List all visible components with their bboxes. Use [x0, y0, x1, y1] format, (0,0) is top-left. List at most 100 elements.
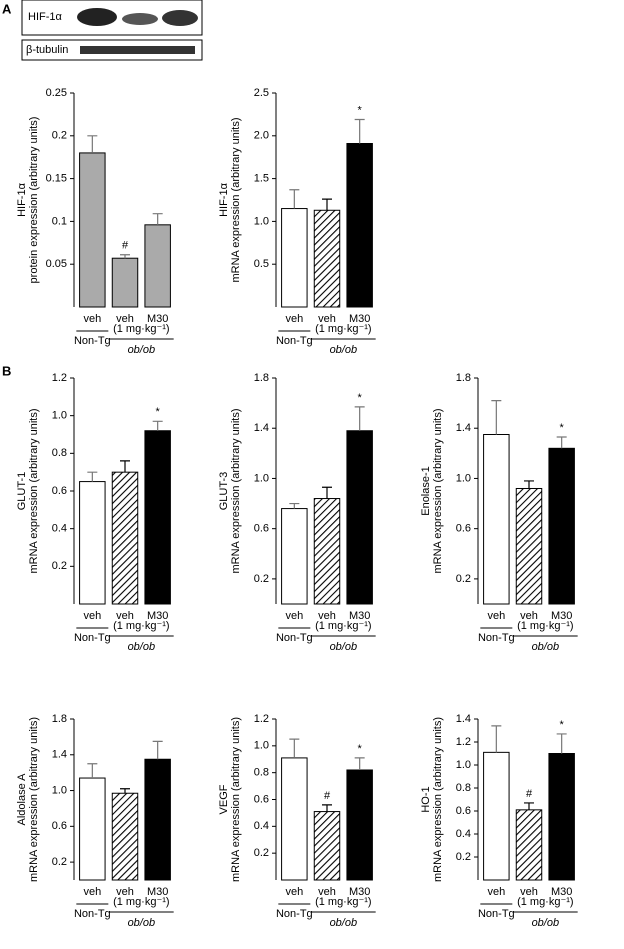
dose-label: (1 mg·kg⁻¹): [113, 620, 170, 632]
group-label: Non-Tg: [74, 908, 111, 920]
y-tick-label: 0.5: [254, 258, 269, 270]
y-tick-label: 1.0: [456, 759, 471, 771]
y-tick-label: 1.4: [456, 422, 471, 434]
y-tick-label: 0.8: [456, 782, 471, 794]
dose-label: (1 mg·kg⁻¹): [113, 896, 170, 908]
error-bar: [556, 436, 567, 449]
group-label: Non-Tg: [74, 335, 111, 347]
bar: [515, 809, 543, 881]
significance-marker: #: [122, 240, 129, 252]
group-label: ob/ob: [128, 641, 156, 653]
bar: [483, 434, 510, 605]
y-tick-label: 1.0: [254, 215, 269, 227]
x-tick-label: M30: [147, 886, 168, 898]
bar: [144, 430, 171, 605]
x-tick-label: M30: [147, 610, 168, 622]
y-tick-label: 0.15: [46, 173, 67, 185]
error-bar: [491, 725, 502, 753]
significance-marker: *: [358, 743, 363, 755]
y-tick-label: 0.6: [254, 523, 269, 535]
y-axis-title: mRNA expression (arbitrary units): [432, 717, 444, 882]
error-bar: [491, 400, 502, 435]
group-label: ob/ob: [128, 917, 156, 929]
y-axis-title: GLUT-3: [218, 472, 230, 511]
dose-label: (1 mg·kg⁻¹): [315, 620, 372, 632]
y-axis-title: HIF-1α: [16, 182, 28, 217]
significance-marker: #: [526, 788, 533, 800]
y-axis-title: GLUT-1: [16, 472, 28, 511]
significance-marker: *: [358, 104, 363, 116]
bar: [548, 753, 575, 881]
error-bar: [87, 763, 98, 779]
dose-label: (1 mg·kg⁻¹): [517, 620, 574, 632]
significance-marker: *: [560, 719, 565, 731]
x-tick-label: veh: [83, 886, 101, 898]
y-tick-label: 1.4: [456, 713, 471, 725]
significance-marker: *: [156, 406, 161, 418]
error-bar: [556, 733, 567, 754]
error-bar: [322, 804, 332, 812]
significance-marker: *: [560, 422, 565, 434]
bar: [79, 481, 106, 605]
y-axis-title: HO-1: [420, 786, 432, 812]
y-tick-label: 0.2: [52, 130, 67, 142]
x-tick-label: veh: [285, 313, 303, 325]
bar: [515, 487, 543, 605]
y-tick-label: 1.5: [254, 173, 269, 185]
error-bar: [152, 213, 163, 225]
x-tick-label: veh: [83, 610, 101, 622]
blot-label: HIF-1α: [28, 11, 63, 23]
y-tick-label: 0.6: [456, 805, 471, 817]
group-label: Non-Tg: [276, 335, 313, 347]
x-tick-label: veh: [116, 610, 134, 622]
y-axis-title: mRNA expression (arbitrary units): [230, 408, 242, 573]
y-axis-title: Aldolase A: [16, 773, 28, 826]
y-tick-label: 2.5: [254, 87, 269, 99]
bar: [346, 143, 373, 308]
group-label: ob/ob: [330, 344, 358, 356]
error-bar: [354, 118, 365, 144]
y-tick-label: 0.4: [254, 820, 269, 832]
error-bar: [152, 420, 163, 431]
y-axis-title: HIF-1α: [218, 182, 230, 217]
significance-marker: #: [324, 790, 331, 802]
error-bar: [289, 738, 300, 758]
x-tick-label: veh: [318, 313, 336, 325]
y-tick-label: 1.0: [52, 410, 67, 422]
x-tick-label: veh: [116, 313, 134, 325]
error-bar: [87, 135, 98, 153]
x-tick-label: veh: [285, 610, 303, 622]
group-label: Non-Tg: [74, 632, 111, 644]
y-tick-label: 0.2: [52, 560, 67, 572]
y-tick-label: 1.8: [254, 372, 269, 384]
error-bar: [289, 502, 300, 509]
error-bar: [87, 471, 98, 482]
bar: [281, 508, 308, 605]
x-tick-label: veh: [520, 610, 538, 622]
group-label: ob/ob: [330, 641, 358, 653]
blot-label: β-tubulin: [26, 44, 68, 56]
error-bar: [120, 254, 130, 259]
bar: [281, 757, 308, 881]
blot-band: [80, 46, 195, 54]
y-tick-label: 1.8: [456, 372, 471, 384]
bar: [144, 224, 171, 308]
y-tick-label: 0.6: [52, 485, 67, 497]
x-tick-label: veh: [520, 886, 538, 898]
dose-label: (1 mg·kg⁻¹): [517, 896, 574, 908]
x-tick-label: veh: [318, 886, 336, 898]
error-bar: [524, 802, 534, 810]
blot-band: [122, 13, 158, 25]
bar: [313, 811, 341, 881]
y-tick-label: 1.8: [52, 713, 67, 725]
bar: [79, 777, 106, 881]
group-label: ob/ob: [330, 917, 358, 929]
error-bar: [289, 189, 300, 209]
error-bar: [524, 480, 534, 489]
y-tick-label: 0.8: [52, 447, 67, 459]
bar: [346, 769, 373, 881]
dose-label: (1 mg·kg⁻¹): [113, 323, 170, 335]
bar: [111, 792, 139, 881]
bar: [281, 208, 308, 308]
